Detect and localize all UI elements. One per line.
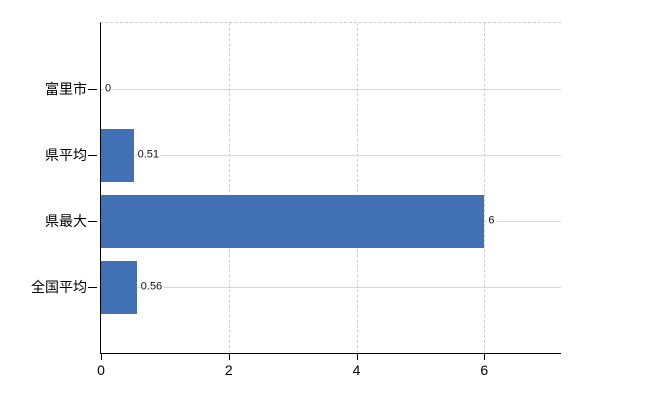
x-axis-tick-mark xyxy=(228,354,230,360)
h-gridline xyxy=(101,286,561,288)
y-axis-tick-mark xyxy=(88,220,97,222)
x-axis-tick-label: 6 xyxy=(480,362,489,378)
plot-area: 0 2 4 6 0 富里市 0.51 県平均 6 県最大 0.56 全国平均 xyxy=(31,22,561,378)
category-label: 全国平均 xyxy=(31,279,87,295)
bar xyxy=(101,194,485,248)
x-axis-tick-label: 2 xyxy=(224,362,233,378)
v-gridline xyxy=(484,23,486,353)
x-axis-tick-mark xyxy=(356,354,358,360)
y-axis-tick-mark xyxy=(88,286,97,288)
category-label: 県平均 xyxy=(45,147,87,163)
h-gridline xyxy=(101,154,561,156)
bar xyxy=(101,260,137,314)
v-gridline xyxy=(356,23,358,353)
y-axis-tick-mark xyxy=(88,154,97,156)
h-gridline xyxy=(101,88,561,90)
category-label: 県最大 xyxy=(45,213,87,229)
x-axis-tick-label: 4 xyxy=(352,362,361,378)
value-label: 0.56 xyxy=(139,280,165,294)
value-label: 6 xyxy=(487,214,497,228)
x-axis-tick-mark xyxy=(101,354,102,360)
value-label: 0.51 xyxy=(136,148,161,162)
x-axis-tick-mark xyxy=(484,354,486,360)
x-axis-tick-label: 0 xyxy=(97,362,105,378)
bar xyxy=(101,128,134,182)
y-axis-tick-mark xyxy=(88,88,97,90)
v-gridline xyxy=(228,23,230,353)
category-label: 富里市 xyxy=(45,81,87,97)
value-label: 0 xyxy=(104,82,114,96)
